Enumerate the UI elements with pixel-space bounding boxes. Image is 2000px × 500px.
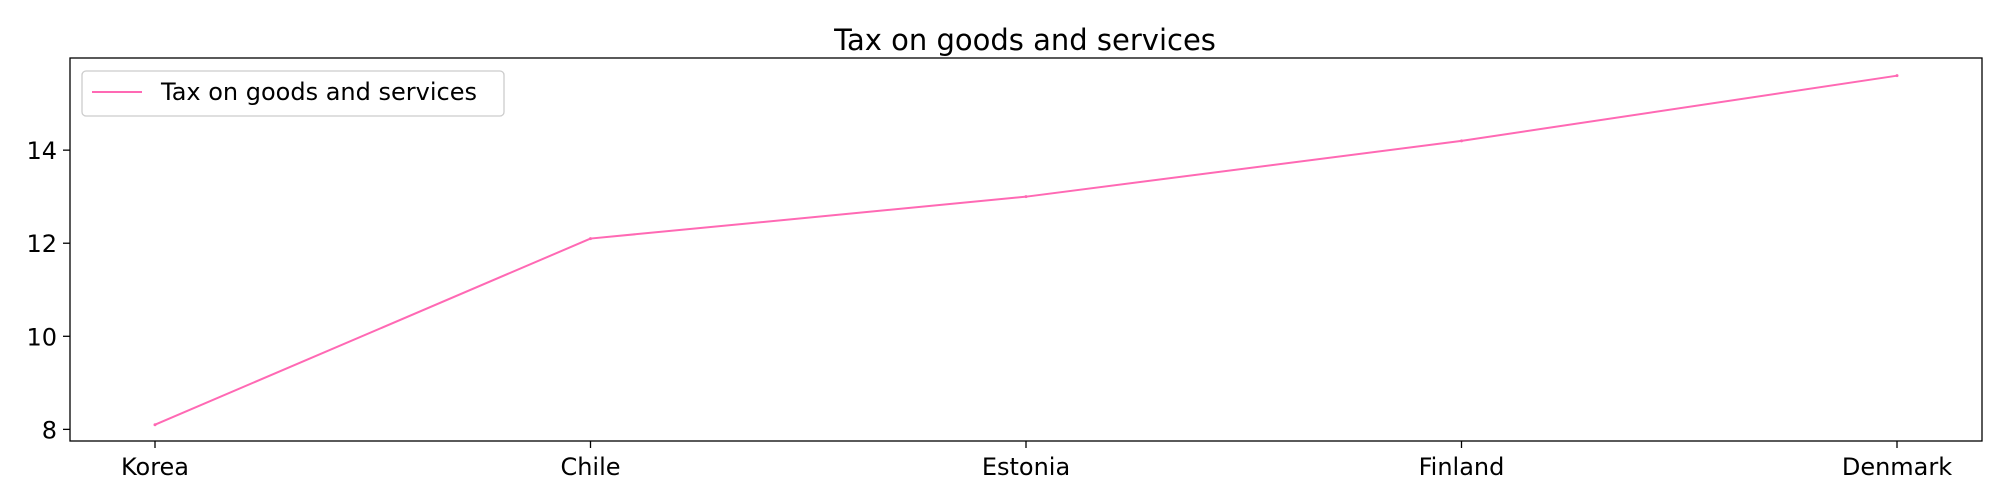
x-tick-label: Denmark	[1842, 453, 1952, 481]
y-tick-label: 14	[26, 137, 57, 165]
x-tick-label: Chile	[560, 453, 620, 481]
data-point	[1460, 139, 1463, 143]
legend-box	[81, 70, 505, 117]
series-line	[154, 74, 1898, 426]
x-tick-label: Finland	[1419, 453, 1505, 481]
x-tick-label: Estonia	[982, 453, 1070, 481]
legend-label: Tax on goods and services	[160, 78, 477, 106]
y-tick-label: 8	[42, 416, 57, 444]
legend: Tax on goods and services	[81, 70, 505, 117]
x-axis: Korea Chile Estonia Finland Denmark	[121, 441, 1952, 481]
y-axis: 8 10 12 14	[26, 137, 70, 444]
x-tick-label: Korea	[121, 453, 189, 481]
data-point	[1895, 74, 1899, 78]
data-point	[1024, 195, 1028, 199]
chart-title: Tax on goods and services	[833, 23, 1216, 57]
y-tick-label: 10	[26, 323, 57, 351]
data-point	[153, 423, 157, 427]
series-layer	[153, 74, 1899, 427]
y-tick-label: 12	[26, 230, 57, 258]
data-point	[589, 237, 592, 241]
